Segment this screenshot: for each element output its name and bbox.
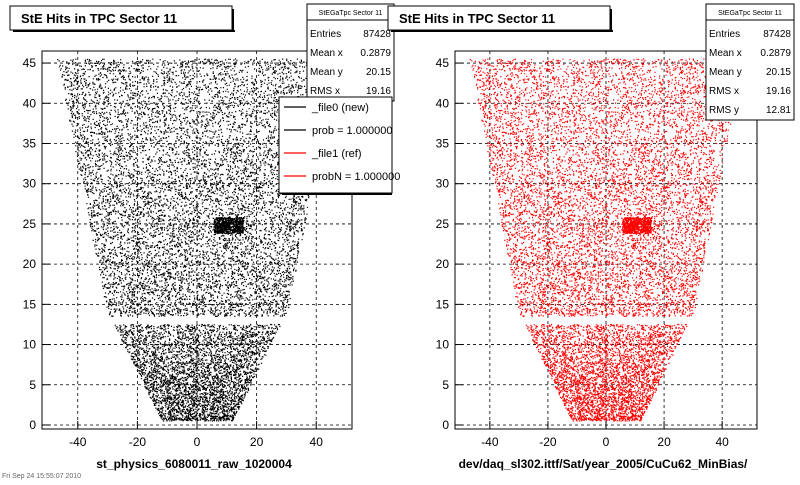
y-tick-label: 25 <box>23 217 37 231</box>
y-tick-label: 30 <box>436 177 450 191</box>
y-tick-label: 15 <box>23 297 37 311</box>
y-tick-label: 10 <box>436 338 450 352</box>
y-tick-label: 35 <box>436 136 450 150</box>
y-tick-label: 0 <box>442 418 449 432</box>
stats-row-value: 19.16 <box>766 86 791 97</box>
y-tick-label: 45 <box>436 56 450 70</box>
stats-row-value: 19.16 <box>366 86 391 97</box>
stats-row-label: Mean y <box>709 67 742 78</box>
x-tick-label: 40 <box>715 435 729 449</box>
y-tick-label: 25 <box>436 217 450 231</box>
stats-name: StEGaTpc Sector 11 <box>718 10 782 17</box>
legend-entry: _file0 (new) <box>311 102 369 114</box>
x-axis-label: dev/daq_sl302.ittf/Sat/year_2005/CuCu62_… <box>459 457 748 471</box>
legend-entry: prob = 1.000000 <box>312 125 392 137</box>
stats-row-label: Mean y <box>310 67 343 78</box>
x-tick-label: -40 <box>481 435 499 449</box>
y-tick-label: 10 <box>23 338 37 352</box>
pad-left: -40 -20 0 20 40 0 5 10 15 20 25 30 35 40 45 StE Hits in… <box>9 3 400 471</box>
stats-row-label: RMS x <box>310 86 340 97</box>
legend-entry: probN = 1.000000 <box>312 171 400 183</box>
stats-row-label: RMS y <box>709 105 739 116</box>
stats-box: StEGaTpc Sector 11 Entries 87428 Mean x 0.28… <box>306 3 395 102</box>
y-tick-label: 15 <box>436 297 450 311</box>
stats-row-value: 87428 <box>763 29 791 40</box>
x-tick-label: 0 <box>603 435 610 449</box>
x-axis-label: st_physics_6080011_raw_1020004 <box>96 457 292 471</box>
y-tick-label: 30 <box>23 177 37 191</box>
chart-title-text: StE Hits in TPC Sector 11 <box>399 11 555 26</box>
stats-row-label: RMS x <box>709 86 739 97</box>
x-tick-label: 40 <box>310 435 324 449</box>
stats-row-value: 0.2879 <box>760 48 791 59</box>
stats-row-label: Mean x <box>709 48 742 59</box>
y-tick-label: 40 <box>23 96 37 110</box>
stats-row-value: 12.81 <box>766 105 791 116</box>
stats-row-label: Entries <box>709 29 740 40</box>
chart-title-text: StE Hits in TPC Sector 11 <box>21 11 177 26</box>
canvas-timestamp: Fri Sep 24 15:55:07 2010 <box>2 473 81 480</box>
stats-row-value: 20.15 <box>766 67 791 78</box>
y-tick-label: 5 <box>29 378 36 392</box>
x-tick-label: -40 <box>69 435 87 449</box>
y-tick-label: 20 <box>436 257 450 271</box>
chart-title: StE Hits in TPC Sector 11 <box>9 5 235 32</box>
stats-row-value: 87428 <box>363 29 391 40</box>
x-tick-label: 20 <box>657 435 671 449</box>
legend: _file0 (new) prob = 1.000000 _file1 (ref) p… <box>278 96 400 195</box>
chart-title: StE Hits in TPC Sector 11 <box>387 5 613 32</box>
x-tick-label: 0 <box>194 435 201 449</box>
y-tick-label: 0 <box>29 418 36 432</box>
x-tick-label: 20 <box>250 435 264 449</box>
y-tick-label: 45 <box>23 56 37 70</box>
stats-row-label: Mean x <box>310 48 343 59</box>
stats-row-value: 0.2879 <box>360 48 391 59</box>
stats-box: StEGaTpc Sector 11 Entries 87428 Mean x 0.28… <box>705 3 795 121</box>
y-tick-label: 35 <box>23 136 37 150</box>
stats-name: StEGaTpc Sector 11 <box>319 10 383 17</box>
y-tick-label: 20 <box>23 257 37 271</box>
stats-row-label: Entries <box>310 29 341 40</box>
y-tick-label: 40 <box>436 96 450 110</box>
x-tick-label: -20 <box>539 435 557 449</box>
stats-row-value: 20.15 <box>366 67 391 78</box>
y-tick-label: 5 <box>442 378 449 392</box>
x-tick-label: -20 <box>129 435 147 449</box>
pad-right: -40 -20 0 20 40 0 5 10 15 20 25 30 35 40 45 StE Hits in… <box>387 3 795 471</box>
legend-entry: _file1 (ref) <box>311 148 362 160</box>
